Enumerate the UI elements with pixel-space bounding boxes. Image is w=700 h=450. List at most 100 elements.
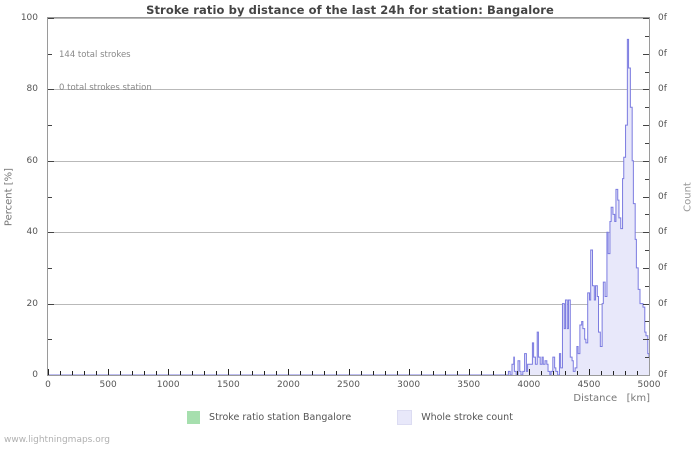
axis-tick-mark bbox=[643, 125, 649, 126]
axis-tick-mark bbox=[48, 232, 54, 233]
y-axis-left-tick-label: 0 bbox=[32, 370, 38, 380]
axis-tick-mark bbox=[216, 371, 217, 375]
axis-tick-mark bbox=[577, 371, 578, 375]
axis-tick-mark bbox=[48, 125, 52, 126]
x-axis-tick-label: 4000 bbox=[517, 380, 541, 390]
x-axis-tick-label: 3500 bbox=[457, 380, 481, 390]
axis-tick-mark bbox=[645, 107, 649, 108]
axis-tick-mark bbox=[204, 371, 205, 375]
axis-tick-mark bbox=[529, 369, 530, 375]
plot-area bbox=[47, 17, 650, 376]
y-axis-right-tick-label: 0f bbox=[658, 84, 667, 95]
axis-tick-mark bbox=[48, 54, 52, 55]
axis-tick-mark bbox=[96, 371, 97, 375]
y-axis-right-tick-label: 0f bbox=[658, 120, 667, 131]
axis-tick-mark bbox=[645, 321, 649, 322]
axis-tick-mark bbox=[48, 268, 52, 269]
gridline bbox=[48, 89, 649, 90]
axis-tick-mark bbox=[48, 197, 52, 198]
axis-tick-mark bbox=[645, 286, 649, 287]
axis-tick-mark bbox=[312, 371, 313, 375]
y-axis-right-tick-label: 0f bbox=[658, 370, 667, 380]
axis-tick-mark bbox=[132, 371, 133, 375]
axis-tick-mark bbox=[457, 371, 458, 375]
axis-tick-mark bbox=[541, 371, 542, 375]
gridline bbox=[48, 232, 649, 233]
y-axis-right-tick-label: 0f bbox=[658, 262, 667, 273]
legend: Stroke ratio station Bangalore Whole str… bbox=[0, 410, 700, 425]
axis-tick-mark bbox=[625, 371, 626, 375]
axis-tick-mark bbox=[445, 371, 446, 375]
y-axis-right-tick-label: 0f bbox=[658, 227, 667, 238]
x-axis-tick-label: 500 bbox=[99, 380, 117, 390]
legend-item-stroke-ratio: Stroke ratio station Bangalore bbox=[187, 411, 351, 424]
axis-tick-mark bbox=[643, 339, 649, 340]
y-axis-left-tick-label: 20 bbox=[26, 298, 38, 309]
x-axis-tick-label: 5000 bbox=[637, 380, 661, 390]
series-whole-stroke-count bbox=[48, 38, 649, 375]
axis-tick-mark bbox=[637, 371, 638, 375]
y-axis-right-ticks: 0f 0f 0f 0f 0f 0f 0f 0f 0f 0f 0f bbox=[650, 13, 700, 380]
x-axis-label: Distance [km] bbox=[573, 393, 650, 404]
axis-tick-mark bbox=[276, 371, 277, 375]
axis-tick-mark bbox=[108, 369, 109, 375]
axis-tick-mark bbox=[613, 371, 614, 375]
y-axis-right-tick-label: 0f bbox=[658, 191, 667, 202]
axis-tick-mark bbox=[336, 371, 337, 375]
axis-tick-mark bbox=[645, 36, 649, 37]
axis-tick-mark bbox=[156, 371, 157, 375]
y-axis-right-tick-label: 0f bbox=[658, 48, 667, 59]
y-axis-left-tick-label: 100 bbox=[20, 13, 38, 23]
axis-tick-mark bbox=[60, 371, 61, 375]
axis-tick-mark bbox=[643, 197, 649, 198]
axis-tick-mark bbox=[421, 371, 422, 375]
axis-tick-mark bbox=[48, 18, 54, 19]
area-fill bbox=[48, 39, 649, 375]
axis-tick-mark bbox=[469, 369, 470, 375]
axis-tick-mark bbox=[645, 179, 649, 180]
y-axis-right-tick-label: 0f bbox=[658, 334, 667, 345]
x-axis-tick-label: 4500 bbox=[577, 380, 601, 390]
axis-tick-mark bbox=[228, 369, 229, 375]
axis-tick-mark bbox=[72, 371, 73, 375]
axis-tick-mark bbox=[144, 371, 145, 375]
axis-tick-mark bbox=[505, 371, 506, 375]
y-axis-right-tick-label: 0f bbox=[658, 13, 667, 23]
axis-tick-mark bbox=[643, 161, 649, 162]
axis-tick-mark bbox=[192, 371, 193, 375]
legend-label-stroke-ratio: Stroke ratio station Bangalore bbox=[209, 412, 352, 423]
axis-tick-mark bbox=[643, 304, 649, 305]
watermark: www.lightningmaps.org bbox=[4, 435, 110, 445]
axis-tick-mark bbox=[589, 369, 590, 375]
y-axis-left-ticks: 0 20 40 60 80 100 bbox=[0, 13, 47, 380]
axis-tick-mark bbox=[324, 371, 325, 375]
axis-tick-mark bbox=[645, 250, 649, 251]
axis-tick-mark bbox=[645, 143, 649, 144]
axis-tick-mark bbox=[264, 371, 265, 375]
axis-tick-mark bbox=[643, 54, 649, 55]
axis-tick-mark bbox=[643, 18, 649, 19]
axis-tick-mark bbox=[645, 357, 649, 358]
y-axis-left-tick-label: 40 bbox=[26, 227, 38, 238]
axis-tick-mark bbox=[180, 371, 181, 375]
axis-tick-mark bbox=[48, 369, 49, 375]
x-axis-tick-label: 2500 bbox=[337, 380, 360, 390]
axis-tick-mark bbox=[645, 214, 649, 215]
axis-tick-mark bbox=[553, 371, 554, 375]
x-axis-tick-label: 0 bbox=[45, 380, 51, 390]
x-axis-tick-label: 2000 bbox=[276, 380, 300, 390]
axis-tick-mark bbox=[433, 371, 434, 375]
x-axis-tick-label: 1500 bbox=[216, 380, 240, 390]
annotation-total-strokes-station: 0 total strokes station bbox=[59, 83, 152, 93]
x-axis-ticks: 0 500 1000 1500 2000 2500 3000 3500 4000 4500 5000 bbox=[0, 380, 700, 394]
axis-tick-mark bbox=[361, 371, 362, 375]
gridline bbox=[48, 18, 649, 19]
annotation-block: 144 total strokes 0 total strokes statio… bbox=[59, 28, 152, 116]
axis-tick-mark bbox=[643, 232, 649, 233]
axis-tick-mark bbox=[252, 371, 253, 375]
axis-tick-mark bbox=[48, 89, 54, 90]
y-axis-left-tick-label: 60 bbox=[26, 155, 38, 166]
area-outline bbox=[48, 38, 649, 375]
y-axis-right-tick-label: 0f bbox=[658, 298, 667, 309]
x-axis-tick-label: 3000 bbox=[397, 380, 421, 390]
